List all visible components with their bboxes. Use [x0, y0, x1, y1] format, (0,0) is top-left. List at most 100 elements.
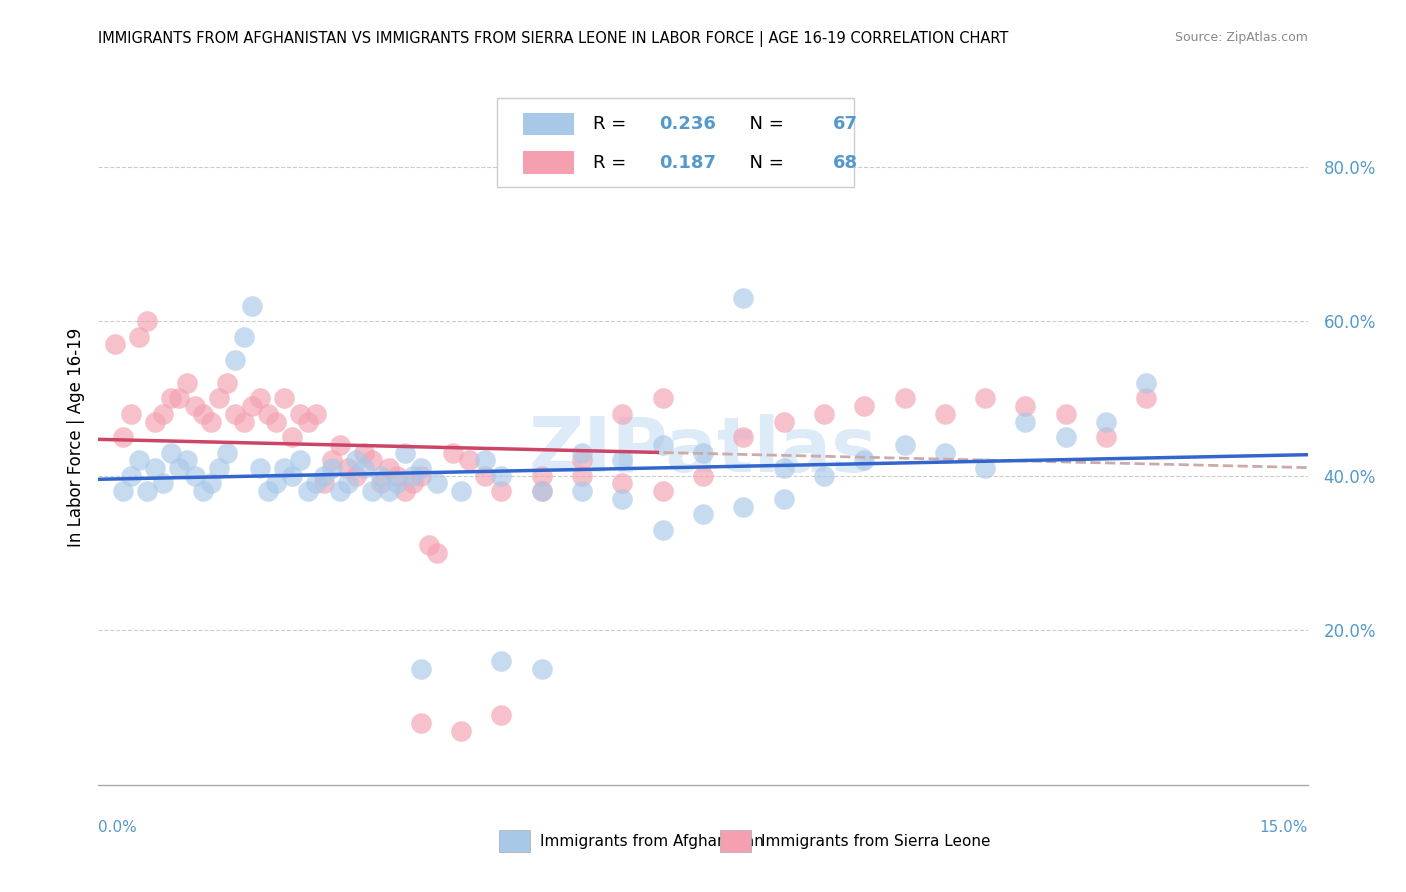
Point [813, 468, 835, 483]
Point [224, 352, 246, 367]
Point [934, 445, 956, 459]
Point [1095, 415, 1118, 429]
Point [571, 453, 593, 467]
Point [152, 476, 174, 491]
Text: 0.0%: 0.0% [98, 821, 138, 835]
Point [305, 476, 328, 491]
Point [571, 468, 593, 483]
Point [612, 407, 634, 421]
Point [813, 407, 835, 421]
Point [281, 468, 304, 483]
Point [772, 461, 794, 475]
Point [893, 392, 915, 406]
Text: R =: R = [593, 153, 631, 171]
Point [370, 468, 392, 483]
Point [733, 291, 755, 305]
Point [288, 453, 311, 467]
Point [530, 468, 553, 483]
Text: IMMIGRANTS FROM AFGHANISTAN VS IMMIGRANTS FROM SIERRA LEONE IN LABOR FORCE | AGE: IMMIGRANTS FROM AFGHANISTAN VS IMMIGRANT… [98, 31, 1008, 47]
Point [135, 484, 157, 499]
Point [733, 430, 755, 444]
Point [240, 399, 263, 413]
Point [176, 376, 198, 390]
Point [394, 484, 416, 499]
Point [377, 461, 399, 475]
Point [1135, 376, 1157, 390]
Point [217, 376, 239, 390]
Point [337, 476, 360, 491]
Text: 0.236: 0.236 [659, 115, 716, 133]
Point [103, 337, 125, 351]
Point [409, 662, 432, 676]
Point [491, 654, 513, 668]
Point [692, 468, 714, 483]
Point [329, 438, 352, 452]
Point [281, 430, 304, 444]
Point [160, 445, 183, 459]
Point [1014, 415, 1036, 429]
Point [612, 491, 634, 506]
Point [402, 476, 425, 491]
Point [733, 500, 755, 514]
Point [612, 476, 634, 491]
Text: Immigrants from Afghanistan: Immigrants from Afghanistan [540, 834, 763, 848]
Point [1014, 399, 1036, 413]
Point [111, 430, 134, 444]
Point [385, 476, 408, 491]
Point [184, 468, 207, 483]
Point [651, 523, 673, 537]
Point [217, 445, 239, 459]
Point [853, 399, 876, 413]
Point [370, 476, 392, 491]
Point [530, 484, 553, 499]
Point [450, 723, 472, 738]
Point [344, 453, 367, 467]
Point [1054, 430, 1077, 444]
Bar [499, 830, 530, 852]
Point [337, 461, 360, 475]
Point [772, 491, 794, 506]
Point [240, 299, 263, 313]
Point [329, 484, 352, 499]
Point [361, 453, 384, 467]
Point [772, 415, 794, 429]
Point [692, 445, 714, 459]
Point [612, 453, 634, 467]
Point [135, 314, 157, 328]
Point [651, 438, 673, 452]
Point [176, 453, 198, 467]
Point [571, 445, 593, 459]
Point [1054, 407, 1077, 421]
Point [377, 484, 399, 499]
Point [232, 329, 254, 343]
Point [167, 392, 190, 406]
Text: ZIPatlas: ZIPatlas [529, 414, 877, 488]
Point [353, 445, 375, 459]
Point [530, 484, 553, 499]
Point [120, 407, 142, 421]
Text: N =: N = [738, 115, 790, 133]
Point [651, 484, 673, 499]
Point [458, 453, 481, 467]
Y-axis label: In Labor Force | Age 16-19: In Labor Force | Age 16-19 [66, 327, 84, 547]
Point [651, 392, 673, 406]
Point [184, 399, 207, 413]
Point [297, 484, 319, 499]
Point [200, 415, 222, 429]
Point [143, 461, 166, 475]
Point [385, 468, 408, 483]
Point [128, 453, 150, 467]
Point [353, 461, 375, 475]
Point [249, 461, 271, 475]
Point [1095, 430, 1118, 444]
Point [152, 407, 174, 421]
Point [111, 484, 134, 499]
FancyBboxPatch shape [523, 113, 574, 136]
Point [491, 708, 513, 723]
Point [409, 468, 432, 483]
Point [305, 407, 328, 421]
Point [120, 468, 142, 483]
Point [402, 468, 425, 483]
Point [426, 546, 449, 560]
Point [409, 716, 432, 731]
